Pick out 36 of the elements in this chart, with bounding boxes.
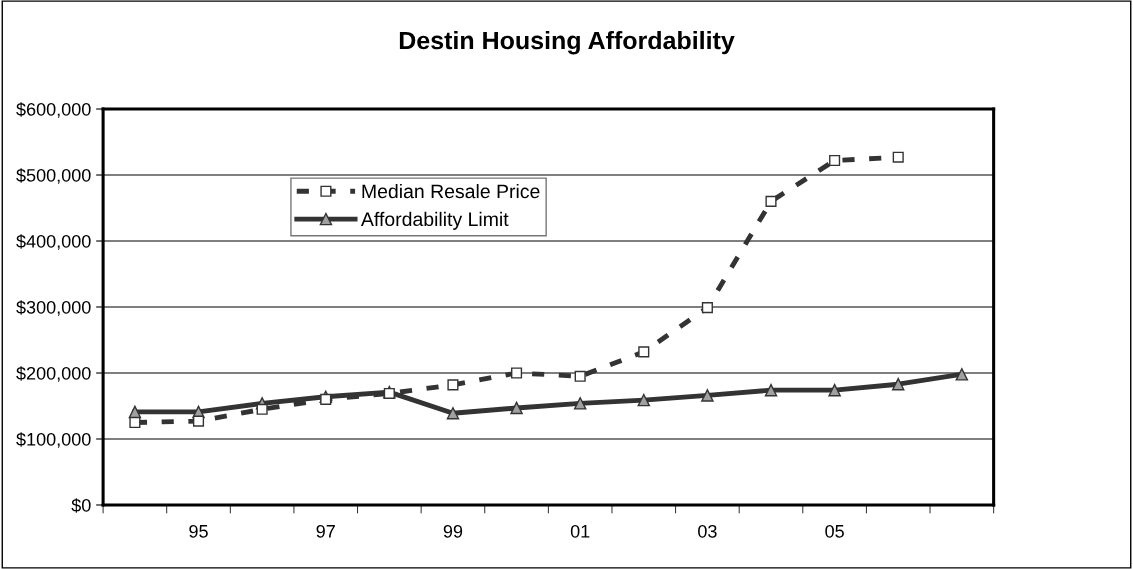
x-tick-label: 01 <box>570 524 590 538</box>
point <box>446 407 460 420</box>
point <box>511 367 523 379</box>
point <box>638 346 650 358</box>
point <box>828 383 841 397</box>
point <box>765 195 777 207</box>
y-tick-label: $0 <box>71 498 91 513</box>
point <box>829 154 841 167</box>
point <box>892 151 904 163</box>
point <box>256 403 268 415</box>
point <box>192 415 205 427</box>
y-tick-label: $200,000 <box>16 366 91 382</box>
y-tick-label: $600,000 <box>16 102 91 118</box>
point <box>574 370 586 382</box>
legend-label: Median Resale Price <box>362 183 540 199</box>
point <box>764 383 778 397</box>
point <box>955 368 969 381</box>
y-tick-label: $500,000 <box>16 168 91 184</box>
point <box>573 397 587 410</box>
x-tick-label: 05 <box>825 524 844 538</box>
point <box>701 302 713 314</box>
x-tick-label: 95 <box>189 524 208 538</box>
x-tick-label: 97 <box>316 524 335 538</box>
y-tick-label: $400,000 <box>16 234 91 250</box>
point <box>891 377 905 391</box>
point <box>447 379 459 391</box>
point <box>510 401 523 415</box>
y-tick-label: $300,000 <box>16 300 91 316</box>
point <box>637 393 651 407</box>
x-tick-label: 99 <box>443 524 463 538</box>
chart-title: Destin Housing Affordability <box>399 30 735 55</box>
point <box>701 389 714 402</box>
legend-label: Affordability Limit <box>360 211 509 230</box>
y-tick-label: $100,000 <box>16 432 91 448</box>
point <box>320 393 332 405</box>
x-tick-label: 03 <box>698 524 717 538</box>
